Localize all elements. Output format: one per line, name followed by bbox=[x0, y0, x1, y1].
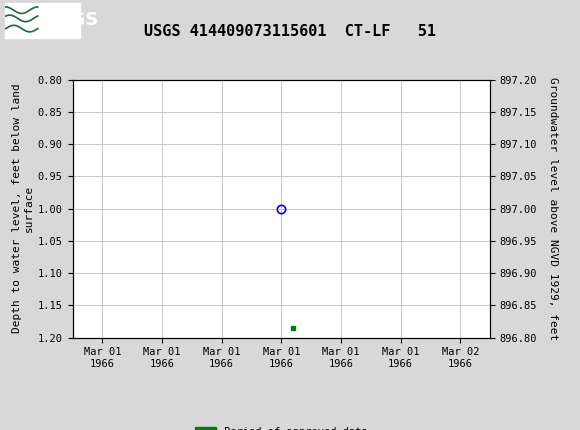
Text: USGS: USGS bbox=[44, 12, 99, 29]
Legend: Period of approved data: Period of approved data bbox=[191, 422, 372, 430]
Text: USGS 414409073115601  CT-LF   51: USGS 414409073115601 CT-LF 51 bbox=[144, 24, 436, 39]
Y-axis label: Depth to water level, feet below land
surface: Depth to water level, feet below land su… bbox=[12, 84, 34, 333]
Y-axis label: Groundwater level above NGVD 1929, feet: Groundwater level above NGVD 1929, feet bbox=[549, 77, 559, 340]
FancyBboxPatch shape bbox=[5, 3, 80, 37]
